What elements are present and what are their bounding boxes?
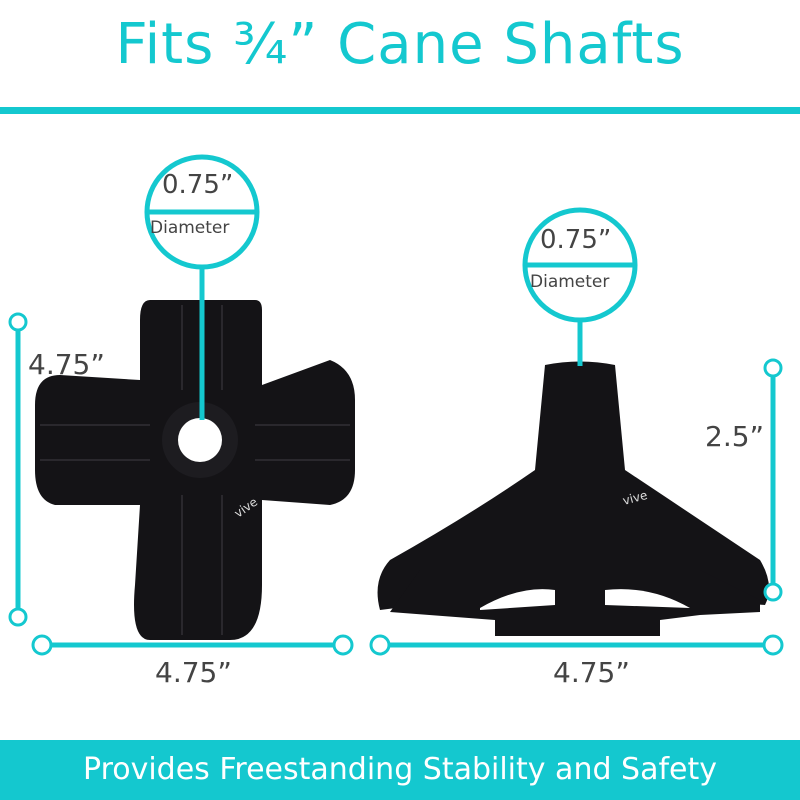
- dimension-lines: [8, 154, 784, 656]
- left-height-label: 4.75”: [28, 348, 105, 381]
- page-title: Fits ¾” Cane Shafts: [115, 12, 685, 77]
- left-callout-label: Diameter: [150, 218, 230, 238]
- right-height-label: 2.5”: [705, 420, 765, 453]
- bottom-banner: Provides Freestanding Stability and Safe…: [0, 740, 800, 800]
- left-width-label: 4.75”: [155, 656, 232, 689]
- left-quad-tip-image: vive: [35, 300, 355, 640]
- right-width-label: 4.75”: [553, 656, 630, 689]
- title-divider: [0, 107, 800, 114]
- left-callout-value: 0.75”: [162, 170, 234, 200]
- vive-logo: vive: [621, 488, 649, 508]
- right-callout-label: Diameter: [530, 272, 610, 292]
- right-callout-value: 0.75”: [540, 225, 612, 255]
- right-quad-tip-image: vive: [377, 361, 769, 636]
